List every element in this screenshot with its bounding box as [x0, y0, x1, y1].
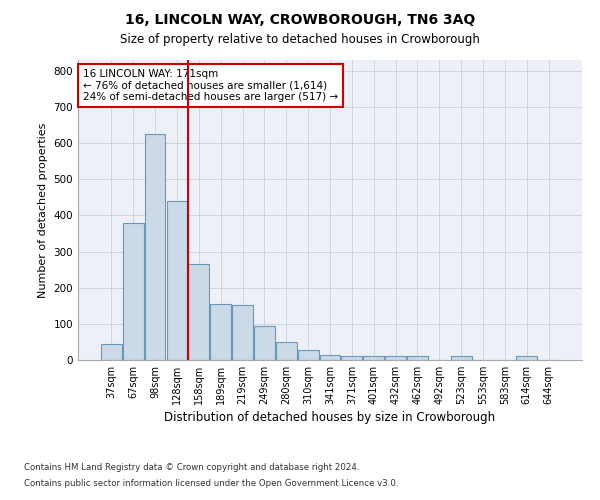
Y-axis label: Number of detached properties: Number of detached properties	[38, 122, 48, 298]
Text: 16, LINCOLN WAY, CROWBOROUGH, TN6 3AQ: 16, LINCOLN WAY, CROWBOROUGH, TN6 3AQ	[125, 12, 475, 26]
Bar	[232, 305, 253, 360]
Bar	[517, 356, 537, 360]
Text: 16 LINCOLN WAY: 171sqm
← 76% of detached houses are smaller (1,614)
24% of semi-: 16 LINCOLN WAY: 171sqm ← 76% of detached…	[83, 69, 338, 102]
Bar	[167, 201, 187, 360]
Bar	[407, 356, 428, 360]
Text: Contains HM Land Registry data © Crown copyright and database right 2024.: Contains HM Land Registry data © Crown c…	[24, 464, 359, 472]
Bar	[210, 304, 231, 360]
Bar	[145, 134, 166, 360]
Bar	[364, 356, 384, 360]
Bar	[101, 344, 122, 360]
Bar	[254, 326, 275, 360]
X-axis label: Distribution of detached houses by size in Crowborough: Distribution of detached houses by size …	[164, 411, 496, 424]
Bar	[385, 356, 406, 360]
Text: Contains public sector information licensed under the Open Government Licence v3: Contains public sector information licen…	[24, 478, 398, 488]
Bar	[123, 222, 143, 360]
Bar	[298, 350, 319, 360]
Bar	[188, 264, 209, 360]
Bar	[451, 356, 472, 360]
Text: Size of property relative to detached houses in Crowborough: Size of property relative to detached ho…	[120, 32, 480, 46]
Bar	[276, 342, 296, 360]
Bar	[320, 354, 340, 360]
Bar	[341, 356, 362, 360]
